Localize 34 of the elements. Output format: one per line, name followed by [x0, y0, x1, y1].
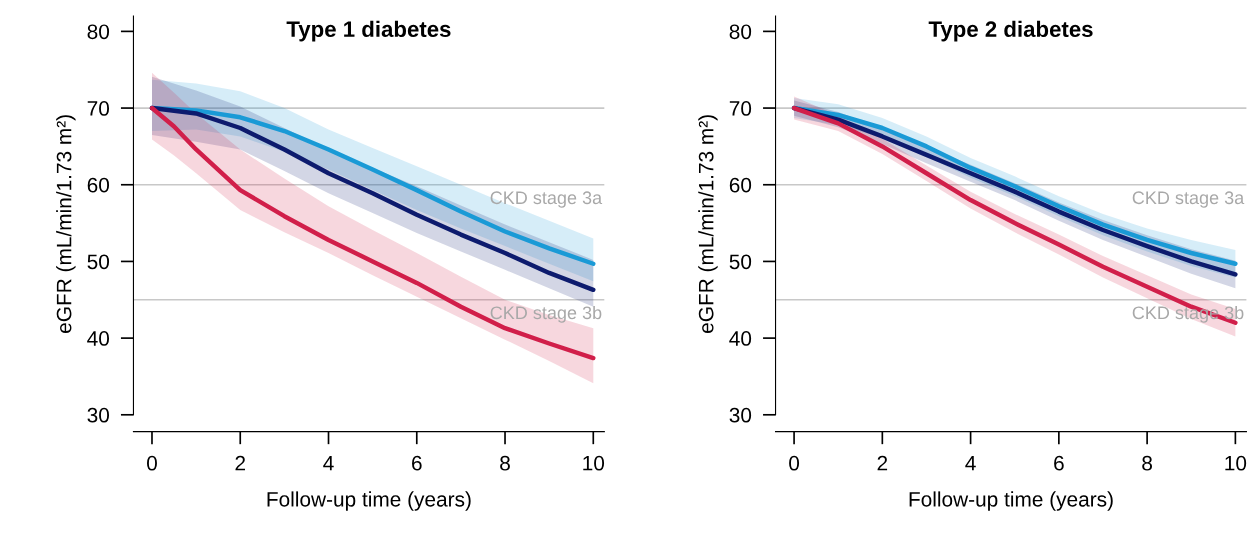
ref-line-label: CKD stage 3a [1132, 191, 1245, 208]
y-tick-label: 70 [87, 101, 110, 116]
x-tick-label: 6 [412, 455, 422, 471]
ref-line-label: CKD stage 3b [490, 305, 602, 323]
x-tick-label: 10 [583, 455, 605, 471]
y-tick-label: 50 [87, 254, 110, 270]
x-tick-label: 0 [147, 455, 157, 471]
x-axis-title: Follow-up time (years) [267, 491, 471, 511]
chart-title: Type 1 diabetes [286, 20, 451, 42]
y-tick-label: 50 [729, 254, 752, 270]
y-tick-label: 30 [87, 407, 110, 423]
x-axis-title: Follow-up time (years) [909, 491, 1113, 511]
x-tick-label: 0 [789, 455, 800, 471]
ref-line-label: CKD stage 3a [490, 191, 603, 208]
x-tick-label: 8 [1142, 455, 1153, 471]
y-tick-label: 40 [87, 331, 110, 346]
x-tick-label: 10 [1225, 455, 1247, 471]
ref-line-label: CKD stage 3b [1132, 305, 1244, 323]
x-tick-label: 2 [235, 455, 245, 471]
y-tick-label: 80 [87, 24, 110, 40]
chart-title: Type 2 diabetes [928, 20, 1093, 42]
x-tick-label: 2 [877, 455, 888, 471]
x-tick-label: 4 [323, 456, 334, 471]
x-tick-label: 6 [1054, 455, 1064, 471]
y-axis-title: eGFR (mL/min/1.73 m²) [698, 115, 718, 333]
x-tick-label: 8 [500, 455, 510, 471]
y-tick-label: 80 [729, 24, 752, 40]
y-tick-label: 60 [729, 177, 752, 193]
y-tick-label: 40 [729, 331, 752, 346]
y-tick-label: 70 [729, 101, 752, 116]
y-tick-label: 30 [729, 407, 752, 423]
y-tick-label: 60 [87, 177, 110, 193]
x-tick-label: 4 [965, 456, 976, 471]
y-axis-title: eGFR (mL/min/1.73 m²) [56, 115, 76, 333]
